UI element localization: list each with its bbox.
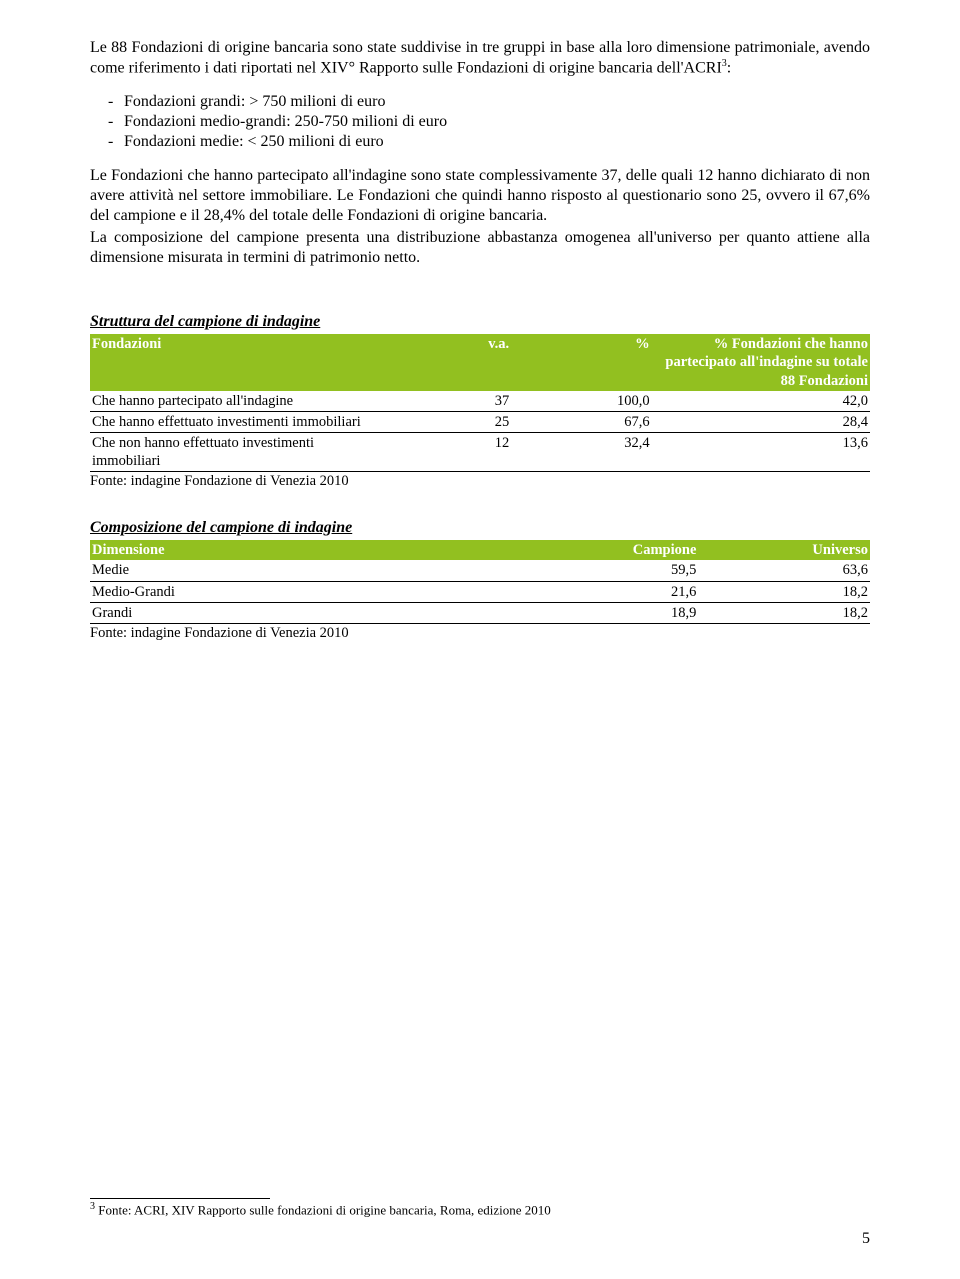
table-header-cell: v.a. — [386, 334, 511, 390]
table2-source: Fonte: indagine Fondazione di Venezia 20… — [90, 624, 870, 642]
list-item-1: Fondazioni grandi: > 750 milioni di euro — [90, 92, 870, 112]
table-cell: 18,9 — [527, 602, 699, 623]
table-row: Che hanno effettuato investimenti immobi… — [90, 411, 870, 432]
table-cell: 13,6 — [652, 432, 870, 471]
p1-main: Le 88 Fondazioni di origine bancaria son… — [90, 39, 870, 76]
paragraph-3: La composizione del campione presenta un… — [90, 228, 870, 268]
table-cell: 67,6 — [511, 411, 651, 432]
footnote-3: 3 Fonte: ACRI, XIV Rapporto sulle fondaz… — [90, 1201, 870, 1219]
paragraph-1: Le 88 Fondazioni di origine bancaria son… — [90, 38, 870, 78]
table-cell: 37 — [386, 391, 511, 412]
table-row: Medie59,563,6 — [90, 560, 870, 581]
table1-title: Struttura del campione di indagine — [90, 312, 870, 332]
paragraph-2: Le Fondazioni che hanno partecipato all'… — [90, 166, 870, 226]
footnote-text: Fonte: ACRI, XIV Rapporto sulle fondazio… — [95, 1203, 551, 1218]
list-item-2: Fondazioni medio-grandi: 250-750 milioni… — [90, 112, 870, 132]
page-footer: 3 Fonte: ACRI, XIV Rapporto sulle fondaz… — [90, 1198, 870, 1249]
table-cell: 28,4 — [652, 411, 870, 432]
table-1: Fondazioniv.a.%% Fondazioni che hanno pa… — [90, 334, 870, 472]
table-cell: Che non hanno effettuato investimenti im… — [90, 432, 386, 471]
table-2: DimensioneCampioneUniversoMedie59,563,6M… — [90, 540, 870, 624]
table-header-cell: Dimensione — [90, 540, 527, 560]
table-cell: 25 — [386, 411, 511, 432]
table-row: Che hanno partecipato all'indagine37100,… — [90, 391, 870, 412]
table-cell: 100,0 — [511, 391, 651, 412]
table-header-cell: Fondazioni — [90, 334, 386, 390]
table-cell: 32,4 — [511, 432, 651, 471]
criteria-list: Fondazioni grandi: > 750 milioni di euro… — [90, 92, 870, 152]
p1-tail: : — [727, 59, 731, 76]
list-item-3: Fondazioni medie: < 250 milioni di euro — [90, 132, 870, 152]
page-number: 5 — [90, 1229, 870, 1249]
table-cell: 12 — [386, 432, 511, 471]
table1-source: Fonte: indagine Fondazione di Venezia 20… — [90, 472, 870, 490]
table-cell: Che hanno partecipato all'indagine — [90, 391, 386, 412]
table-cell: 63,6 — [698, 560, 870, 581]
table-header-cell: Universo — [698, 540, 870, 560]
table-cell: 42,0 — [652, 391, 870, 412]
table-cell: 21,6 — [527, 581, 699, 602]
table-header-cell: Campione — [527, 540, 699, 560]
table-cell: Che hanno effettuato investimenti immobi… — [90, 411, 386, 432]
table-cell: Grandi — [90, 602, 527, 623]
table-header-cell: % — [511, 334, 651, 390]
table-cell: Medie — [90, 560, 527, 581]
table-cell: 18,2 — [698, 602, 870, 623]
table-row: Che non hanno effettuato investimenti im… — [90, 432, 870, 471]
table-row: Grandi18,918,2 — [90, 602, 870, 623]
table-cell: Medio-Grandi — [90, 581, 527, 602]
table2-title: Composizione del campione di indagine — [90, 518, 870, 538]
table-cell: 59,5 — [527, 560, 699, 581]
table-header-cell: % Fondazioni che hanno partecipato all'i… — [652, 334, 870, 390]
footnote-separator — [90, 1198, 270, 1199]
table-row: Medio-Grandi21,618,2 — [90, 581, 870, 602]
table-cell: 18,2 — [698, 581, 870, 602]
